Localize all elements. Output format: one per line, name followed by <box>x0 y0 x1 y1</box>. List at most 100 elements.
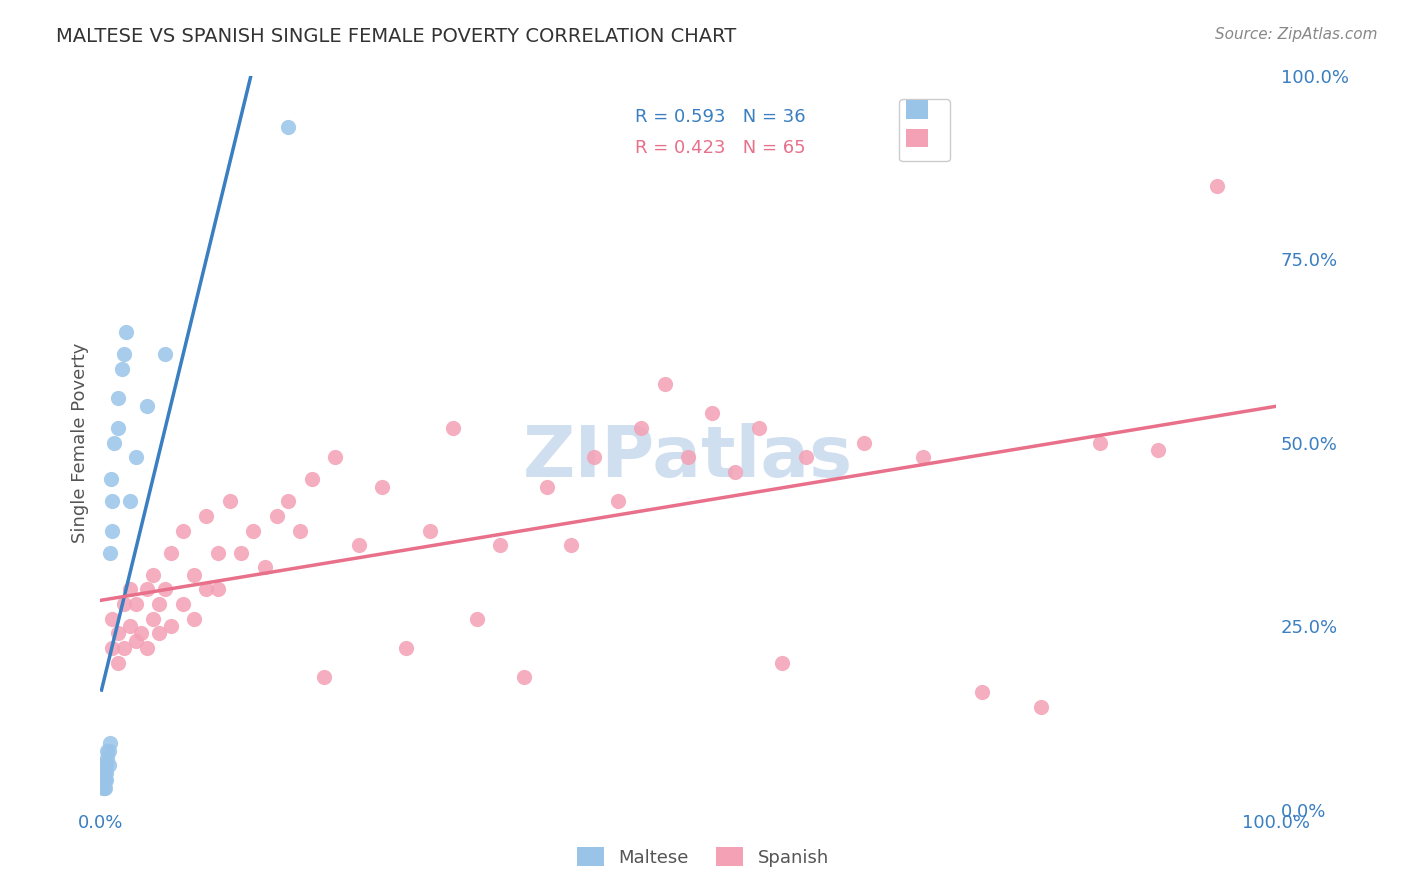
Point <box>142 612 165 626</box>
Point <box>136 641 159 656</box>
Point <box>96 751 118 765</box>
Point <box>94 780 117 795</box>
Point <box>124 633 146 648</box>
Point <box>112 641 135 656</box>
Point <box>277 120 299 134</box>
Point <box>465 612 488 626</box>
Point <box>90 765 112 780</box>
Point <box>101 641 124 656</box>
Point <box>277 494 299 508</box>
Point <box>107 421 129 435</box>
Point <box>148 626 170 640</box>
Point <box>91 765 114 780</box>
Point <box>93 773 115 788</box>
Point <box>441 421 464 435</box>
Point <box>101 494 124 508</box>
Point <box>96 765 118 780</box>
Point <box>371 479 394 493</box>
Text: MALTESE VS SPANISH SINGLE FEMALE POVERTY CORRELATION CHART: MALTESE VS SPANISH SINGLE FEMALE POVERTY… <box>56 27 737 45</box>
Point <box>748 421 770 435</box>
Point <box>112 597 135 611</box>
Point <box>148 597 170 611</box>
Point <box>96 773 118 788</box>
Point <box>101 524 124 538</box>
Point <box>124 597 146 611</box>
Point <box>560 538 582 552</box>
Point <box>1029 699 1052 714</box>
Point <box>93 765 115 780</box>
Point <box>676 450 699 465</box>
Point <box>93 773 115 788</box>
Point <box>98 736 121 750</box>
Y-axis label: Single Female Poverty: Single Female Poverty <box>72 343 89 542</box>
Text: ZIPatlas: ZIPatlas <box>523 423 853 491</box>
Point <box>195 582 218 597</box>
Point <box>107 392 129 406</box>
Point <box>218 494 240 508</box>
Point <box>183 612 205 626</box>
Point <box>630 421 652 435</box>
Point <box>325 450 347 465</box>
Point <box>115 326 138 340</box>
Point <box>347 538 370 552</box>
Point <box>1206 178 1229 193</box>
Point <box>107 626 129 640</box>
Point <box>770 656 793 670</box>
Point <box>94 765 117 780</box>
Point <box>172 597 194 611</box>
Point <box>536 479 558 493</box>
Point <box>1147 442 1170 457</box>
Point <box>290 524 312 538</box>
Point <box>136 399 159 413</box>
Point <box>654 376 676 391</box>
Point <box>970 685 993 699</box>
Point <box>231 546 253 560</box>
Point <box>153 582 176 597</box>
Point <box>195 508 218 523</box>
Point <box>101 612 124 626</box>
Point <box>107 656 129 670</box>
Point <box>418 524 440 538</box>
Point <box>98 546 121 560</box>
Point <box>183 567 205 582</box>
Point <box>97 758 120 772</box>
Text: Source: ZipAtlas.com: Source: ZipAtlas.com <box>1215 27 1378 42</box>
Point <box>94 773 117 788</box>
Point <box>512 670 534 684</box>
Point <box>97 744 120 758</box>
Point <box>253 560 276 574</box>
Point <box>207 582 229 597</box>
Point <box>142 567 165 582</box>
Point <box>160 546 183 560</box>
Point <box>118 494 141 508</box>
Point <box>93 780 115 795</box>
Point <box>1088 435 1111 450</box>
Point <box>207 546 229 560</box>
Point <box>266 508 288 523</box>
Point <box>301 472 323 486</box>
Point <box>853 435 876 450</box>
Point <box>794 450 817 465</box>
Point <box>118 619 141 633</box>
Point <box>136 582 159 597</box>
Point <box>172 524 194 538</box>
Point <box>583 450 606 465</box>
Legend: Maltese, Spanish: Maltese, Spanish <box>569 840 837 874</box>
Point <box>724 465 747 479</box>
Text: R = 0.423   N = 65: R = 0.423 N = 65 <box>636 138 806 157</box>
Point <box>96 758 118 772</box>
Point <box>90 773 112 788</box>
Point <box>312 670 335 684</box>
Point <box>242 524 264 538</box>
Point <box>103 435 125 450</box>
Point <box>110 362 132 376</box>
Point <box>700 406 723 420</box>
Point <box>131 626 153 640</box>
Point <box>153 347 176 361</box>
Legend: , : , <box>898 99 949 161</box>
Point <box>91 758 114 772</box>
Point <box>118 582 141 597</box>
Point <box>606 494 628 508</box>
Point <box>100 472 122 486</box>
Text: R = 0.593   N = 36: R = 0.593 N = 36 <box>636 109 806 127</box>
